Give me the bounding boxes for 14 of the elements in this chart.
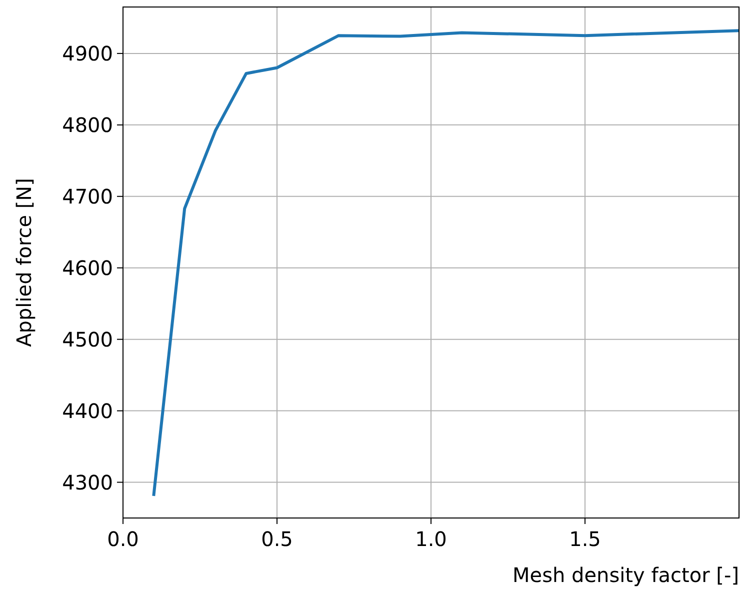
y-axis-title: Applied force [N]	[12, 178, 36, 347]
y-tick-label: 4700	[62, 184, 113, 208]
y-tick-label: 4300	[62, 470, 113, 494]
y-tick-label: 4800	[62, 112, 113, 137]
x-tick-label: 1.5	[569, 527, 601, 551]
y-tick-label: 4600	[62, 256, 113, 280]
y-tick-label: 4500	[62, 327, 113, 352]
x-axis-title: Mesh density factor [-]	[512, 563, 739, 587]
x-tick-label: 0.0	[107, 527, 139, 551]
y-tick-label: 4900	[62, 41, 113, 66]
x-tick-label: 1.0	[415, 527, 447, 551]
x-tick-label: 0.5	[261, 527, 293, 551]
y-tick-label: 4400	[62, 398, 113, 423]
line-series	[152, 29, 739, 496]
